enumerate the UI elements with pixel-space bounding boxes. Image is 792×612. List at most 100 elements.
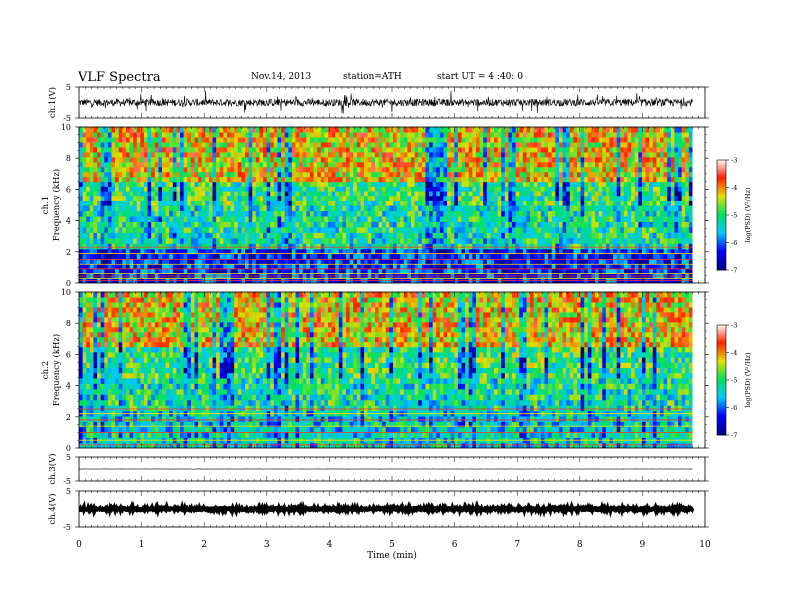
spectrogram-cell xyxy=(125,205,131,212)
spectrogram-cell xyxy=(97,221,102,228)
spectrogram-cell xyxy=(342,243,347,250)
spectrogram-cell xyxy=(537,243,542,250)
spectrogram-cell xyxy=(234,263,239,269)
spectrogram-cell xyxy=(504,166,510,173)
spectrogram-cell xyxy=(522,237,528,244)
spectrogram-cell xyxy=(497,156,502,163)
spectrogram-cell xyxy=(400,131,405,138)
spectrogram-cell xyxy=(566,237,571,244)
spectrogram-cell xyxy=(158,166,163,173)
spectrogram-cell xyxy=(447,237,452,244)
spectrogram-cell xyxy=(454,151,459,158)
spectrogram-cell xyxy=(140,215,145,222)
spectrogram-cell xyxy=(89,181,95,187)
spectrogram-cell xyxy=(136,221,141,228)
spectrogram-cell xyxy=(537,151,542,158)
spectrogram-cell xyxy=(522,205,528,212)
spectrogram-cell xyxy=(360,166,365,173)
spectrogram-cell xyxy=(198,156,203,163)
spectrogram-cell xyxy=(508,146,513,153)
spectrogram-cell xyxy=(219,127,224,133)
spectrogram-cell xyxy=(501,210,506,217)
spectrogram-cell xyxy=(566,253,571,260)
spectrogram-cell xyxy=(595,263,600,269)
spectrogram-cell xyxy=(508,253,513,260)
spectrogram-cell xyxy=(140,210,145,217)
spectrogram-cell xyxy=(313,226,318,233)
spectrogram-cell xyxy=(540,195,546,201)
spectrogram-cell xyxy=(605,248,611,255)
spectrogram-cell xyxy=(620,156,625,163)
spectrogram-cell xyxy=(468,232,473,239)
spectrogram-cell xyxy=(259,243,264,250)
spectrogram-cell xyxy=(501,205,506,212)
spectrogram-cell xyxy=(378,171,383,178)
spectrogram-cell xyxy=(421,200,427,206)
spectrogram-cell xyxy=(338,232,344,239)
spectrogram-cell xyxy=(631,181,636,187)
spectrogram-cell xyxy=(320,171,325,178)
spectrogram-cell xyxy=(483,156,488,163)
spectrogram-cell xyxy=(605,151,611,158)
spectrogram-cell xyxy=(190,136,196,143)
spectrogram-cell xyxy=(602,253,607,260)
spectrogram-cell xyxy=(140,248,145,255)
spectrogram-cell xyxy=(162,127,167,133)
spectrogram-cell xyxy=(143,200,149,206)
spectrogram-cell xyxy=(385,176,390,183)
spectrogram-cell xyxy=(403,136,408,143)
spectrogram-cell xyxy=(522,131,528,138)
spectrogram-cell xyxy=(494,186,499,192)
spectrogram-cell xyxy=(234,248,239,255)
spectrogram-cell xyxy=(309,127,315,133)
spectrogram-cell xyxy=(562,195,567,201)
spectrogram-cell xyxy=(212,131,217,138)
spectrogram-cell xyxy=(623,258,629,264)
spectrogram-cell xyxy=(201,127,206,133)
spectrogram-cell xyxy=(115,205,120,212)
spectrogram-cell xyxy=(400,161,405,168)
spectrogram-cell xyxy=(353,141,358,148)
spectrogram-cell xyxy=(450,253,455,260)
spectrogram-cell xyxy=(79,151,84,158)
spectrogram-cell xyxy=(439,136,445,143)
spectrogram-cell xyxy=(613,141,618,148)
spectrogram-cell xyxy=(504,253,510,260)
spectrogram-cell xyxy=(609,221,614,228)
spectrogram-cell xyxy=(335,176,340,183)
spectrogram-cell xyxy=(248,243,253,250)
spectrogram-cell xyxy=(190,263,196,269)
spectrogram-cell xyxy=(263,127,268,133)
spectrogram-cell xyxy=(573,141,578,148)
spectrogram-cell xyxy=(483,200,488,206)
spectrogram-cell xyxy=(483,232,488,239)
spectrogram-cell xyxy=(331,210,336,217)
spectrogram-cell xyxy=(226,156,232,163)
spectrogram-cell xyxy=(504,263,510,269)
spectrogram-cell xyxy=(270,186,275,192)
spectrogram-cell xyxy=(533,127,538,133)
spectrogram-cell xyxy=(627,221,632,228)
spectrogram-cell xyxy=(584,146,589,153)
spectrogram-cell xyxy=(162,237,167,244)
spectrogram-cell xyxy=(551,156,556,163)
spectrogram-cell xyxy=(176,221,181,228)
spectrogram-cell xyxy=(429,226,434,233)
spectrogram-cell xyxy=(89,258,95,264)
spectrogram-cell xyxy=(580,190,585,197)
spectrogram-cell xyxy=(129,200,134,206)
spectrogram-cell xyxy=(122,136,127,143)
spectrogram-cell xyxy=(313,200,318,206)
spectrogram-cell xyxy=(356,205,362,212)
spectrogram-cell xyxy=(313,171,318,178)
spectrogram-cell xyxy=(558,205,564,212)
spectrogram-cell xyxy=(457,205,463,212)
spectrogram-cell xyxy=(295,166,300,173)
spectrogram-cell xyxy=(411,258,416,264)
spectrogram-cell xyxy=(129,226,134,233)
spectrogram-cell xyxy=(591,215,596,222)
spectrogram-cell xyxy=(483,186,488,192)
spectrogram-cell xyxy=(558,166,564,173)
spectrogram-cell xyxy=(360,226,365,233)
spectrogram-cell xyxy=(335,268,340,274)
